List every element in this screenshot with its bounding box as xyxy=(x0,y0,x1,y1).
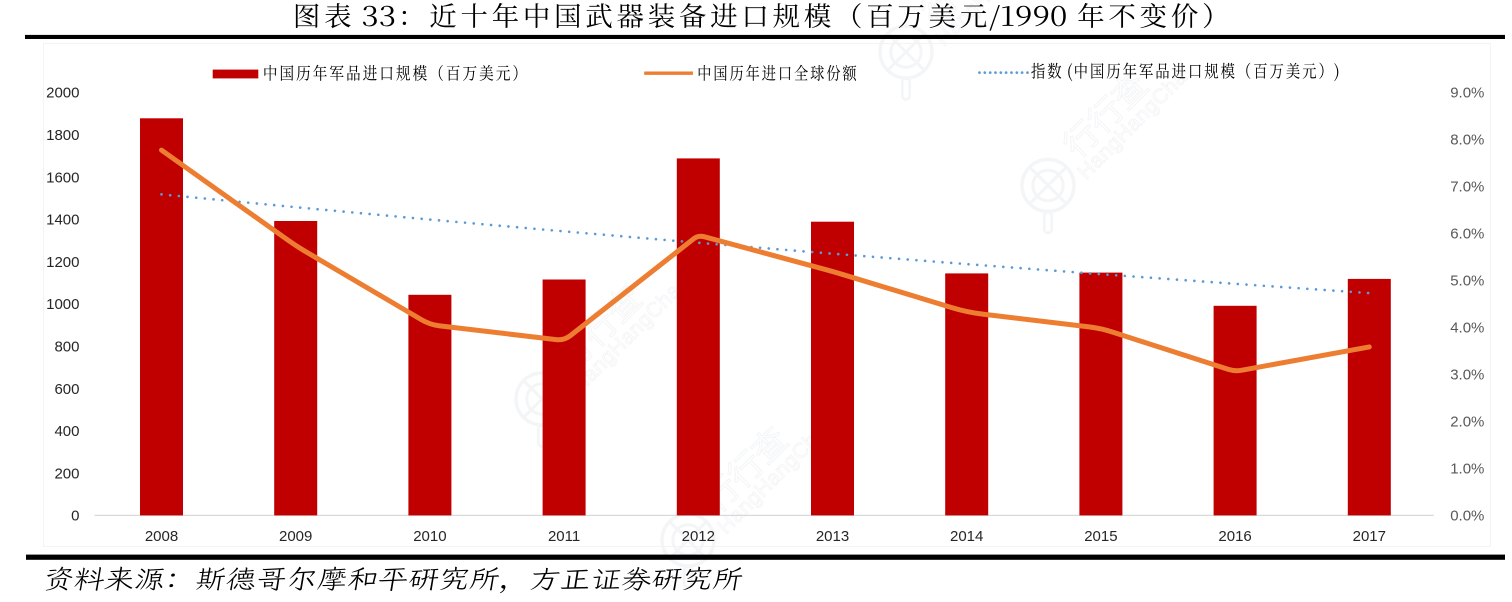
svg-text:8.0%: 8.0% xyxy=(1450,132,1484,149)
svg-text:600: 600 xyxy=(54,381,79,398)
svg-text:2009: 2009 xyxy=(279,528,312,545)
svg-text:2015: 2015 xyxy=(1084,528,1117,545)
svg-text:1.0%: 1.0% xyxy=(1450,461,1484,478)
svg-text:1600: 1600 xyxy=(46,169,79,186)
svg-text:3.0%: 3.0% xyxy=(1450,367,1484,384)
svg-text:200: 200 xyxy=(54,465,79,482)
svg-text:2008: 2008 xyxy=(145,528,178,545)
svg-text:2013: 2013 xyxy=(816,528,849,545)
svg-text:2016: 2016 xyxy=(1218,528,1251,545)
svg-text:6.0%: 6.0% xyxy=(1450,226,1484,243)
svg-text:2.0%: 2.0% xyxy=(1450,414,1484,431)
svg-text:0.0%: 0.0% xyxy=(1450,508,1484,525)
svg-text:2014: 2014 xyxy=(950,528,983,545)
svg-text:5.0%: 5.0% xyxy=(1450,273,1484,290)
svg-text:4.0%: 4.0% xyxy=(1450,320,1484,337)
svg-text:7.0%: 7.0% xyxy=(1450,179,1484,196)
svg-text:2011: 2011 xyxy=(548,528,580,545)
svg-text:1400: 1400 xyxy=(46,212,79,229)
svg-text:2017: 2017 xyxy=(1353,528,1386,545)
svg-text:1800: 1800 xyxy=(46,127,79,144)
svg-text:800: 800 xyxy=(54,339,79,356)
svg-text:1000: 1000 xyxy=(46,296,79,313)
svg-text:2000: 2000 xyxy=(46,85,79,102)
svg-text:1200: 1200 xyxy=(46,254,79,271)
svg-text:0: 0 xyxy=(71,508,79,525)
svg-text:2012: 2012 xyxy=(682,528,715,545)
svg-text:9.0%: 9.0% xyxy=(1450,85,1484,102)
svg-text:2010: 2010 xyxy=(413,528,446,545)
svg-text:400: 400 xyxy=(54,423,79,440)
